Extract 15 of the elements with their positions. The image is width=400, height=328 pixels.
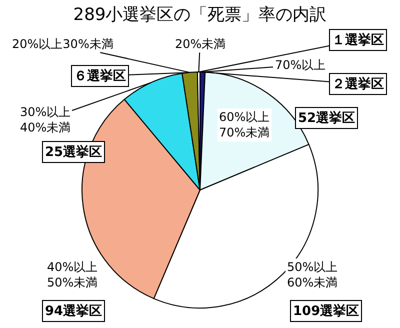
slice-label: 40%以上 50%未満 (47, 260, 98, 290)
data-label: ６選挙区 (74, 68, 126, 84)
chart-title: 289小選挙区の「死票」率の内訳 (73, 4, 327, 25)
data-label: １選挙区 (332, 32, 384, 48)
slice-label: 70%以上 (275, 58, 326, 72)
data-label: 25選挙区 (45, 144, 102, 160)
slice-label: 50%以上 60%未満 (287, 260, 338, 290)
data-label: ２選挙区 (332, 76, 384, 92)
data-label: 109選挙区 (293, 303, 360, 319)
data-label: 52選挙区 (298, 110, 356, 126)
slice-label: 20%以上30%未満 (12, 37, 114, 51)
slice-label: 60%以上 70%未満 (219, 110, 270, 140)
data-label: 94選挙区 (45, 303, 102, 319)
slice-label: 30%以上 40%未満 (20, 105, 71, 135)
slice-label: 20%未満 (175, 37, 226, 51)
